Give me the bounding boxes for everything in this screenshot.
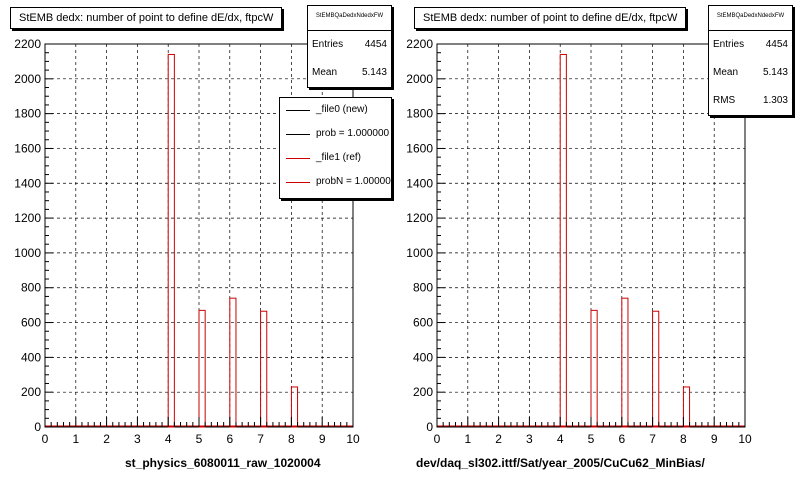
legend-entry: _file0 (new) — [280, 98, 391, 122]
x-tick-label: 2 — [103, 432, 110, 446]
x-tick-label: 9 — [711, 432, 718, 446]
legend-entry: probN = 1.000000 — [280, 170, 391, 194]
x-tick-label: 4 — [557, 432, 564, 446]
x-tick-label: 0 — [434, 432, 441, 446]
stats-label: Entries — [312, 39, 344, 50]
legend-label: probN = 1.000000 — [316, 176, 392, 187]
histogram-bar — [652, 310, 660, 428]
y-tick-label: 1000 — [14, 246, 41, 260]
legend-label: prob = 1.000000 — [316, 128, 390, 139]
histogram-panel-right: 0 1 2 3 4 5 6 7 8 9 10 0 200 400 600 800 1000 1200 1400 160… — [406, 37, 752, 446]
y-tick-label: 800 — [21, 281, 41, 295]
y-tick-label: 1600 — [406, 141, 433, 155]
x-tick-label: 4 — [165, 432, 172, 446]
x-tick-label: 6 — [226, 432, 233, 446]
histogram-bar — [290, 386, 299, 428]
y-tick-label: 400 — [21, 350, 41, 364]
stats-name-right: StEMBQaDedxNdedxFW — [709, 6, 792, 31]
x-tick-label: 1 — [464, 432, 471, 446]
y-tick-label: 400 — [413, 350, 433, 364]
y-tick-label: 600 — [21, 316, 41, 330]
histogram-title-left: StEMB dedx: number of point to define dE… — [10, 7, 283, 29]
x-tick-label: 7 — [257, 432, 264, 446]
stats-label: Entries — [713, 39, 745, 50]
y-tick-label: 2000 — [406, 72, 433, 86]
y-tick-label: 200 — [413, 385, 433, 399]
legend-swatch — [286, 158, 310, 159]
y-tick-label: 1600 — [14, 141, 41, 155]
legend-entry: _file1 (ref) — [280, 146, 391, 170]
histogram-bar — [229, 297, 237, 428]
x-axis-title-left: st_physics_6080011_raw_1020004 — [125, 456, 321, 470]
y-tick-label: 1800 — [406, 107, 433, 121]
histogram-bar — [198, 309, 206, 428]
stats-row-mean-right: Mean 5.143 — [709, 59, 792, 87]
histogram-bar — [590, 309, 598, 428]
stats-row-rms-right: RMS 1.303 — [709, 87, 792, 115]
stats-value: 1.303 — [762, 95, 788, 106]
y-tick-label: 800 — [413, 281, 433, 295]
legend-label: _file0 (new) — [316, 104, 368, 115]
stats-row-entries-right: Entries 4454 — [709, 31, 792, 59]
histogram-bar — [682, 386, 691, 428]
stats-label: RMS — [713, 95, 736, 106]
x-tick-label: 6 — [618, 432, 625, 446]
stats-row-mean-left: Mean 5.143 — [308, 59, 391, 87]
stats-row-entries-left: Entries 4454 — [308, 31, 391, 59]
x-tick-label: 5 — [196, 432, 203, 446]
x-tick-label: 1 — [72, 432, 79, 446]
x-tick-label: 9 — [319, 432, 326, 446]
stats-name-left: StEMBQaDedxNdedxFW — [308, 6, 391, 31]
stats-label: Mean — [713, 67, 739, 78]
x-tick-label: 10 — [738, 432, 752, 446]
y-tick-label: 1000 — [406, 246, 433, 260]
y-tick-label: 600 — [413, 316, 433, 330]
x-tick-label: 8 — [288, 432, 295, 446]
stats-value: 4454 — [765, 39, 788, 50]
x-tick-label: 7 — [649, 432, 656, 446]
histogram-bar — [621, 297, 629, 428]
y-tick-label: 200 — [21, 385, 41, 399]
legend-swatch — [286, 134, 310, 135]
histogram-title-right: StEMB dedx: number of point to define dE… — [414, 7, 687, 29]
stats-value: 4454 — [364, 39, 387, 50]
y-tick-label: 1200 — [14, 211, 41, 225]
legend-swatch — [286, 110, 310, 111]
x-tick-label: 10 — [346, 432, 360, 446]
y-tick-label: 1800 — [14, 107, 41, 121]
stats-box-right: StEMBQaDedxNdedxFW Entries 4454 Mean 5.1… — [708, 5, 793, 116]
y-tick-label: 2000 — [14, 72, 41, 86]
y-tick-label: 1400 — [406, 176, 433, 190]
y-tick-label: 1400 — [14, 176, 41, 190]
histogram-bar — [559, 53, 567, 428]
histogram-bar — [260, 310, 268, 428]
legend-box: _file0 (new) prob = 1.000000 _file1 (ref… — [279, 97, 392, 199]
stats-value: 5.143 — [361, 67, 387, 78]
x-tick-label: 8 — [680, 432, 687, 446]
histogram-bar — [167, 53, 175, 428]
legend-swatch — [286, 182, 310, 183]
legend-label: _file1 (ref) — [316, 152, 362, 163]
x-axis-title-right: dev/daq_sl302.ittf/Sat/year_2005/CuCu62_… — [416, 456, 705, 470]
x-tick-label: 3 — [526, 432, 533, 446]
y-tick-label: 1200 — [406, 211, 433, 225]
x-tick-label: 2 — [495, 432, 502, 446]
legend-entry: prob = 1.000000 — [280, 122, 391, 146]
y-tick-label: 2200 — [406, 37, 433, 51]
x-tick-label: 0 — [42, 432, 49, 446]
stats-box-left: StEMBQaDedxNdedxFW Entries 4454 Mean 5.1… — [307, 5, 392, 88]
y-tick-label: 0 — [426, 420, 433, 434]
x-tick-label: 3 — [134, 432, 141, 446]
stats-label: Mean — [312, 67, 338, 78]
y-tick-label: 2200 — [14, 37, 41, 51]
y-tick-label: 0 — [34, 420, 41, 434]
stats-value: 5.143 — [762, 67, 788, 78]
x-tick-label: 5 — [588, 432, 595, 446]
